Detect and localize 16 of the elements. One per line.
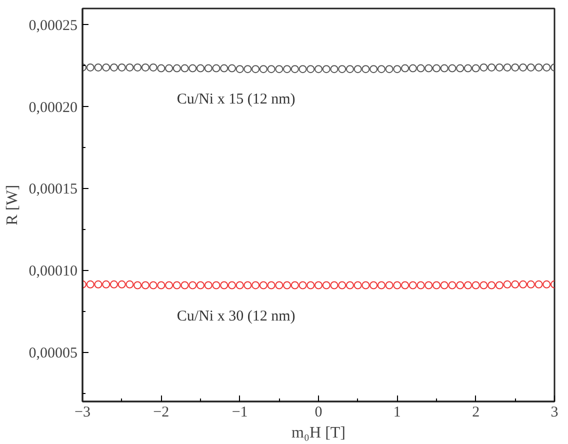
- y-tick-label: 0,00015: [28, 182, 78, 198]
- x-tick-label: −1: [232, 404, 248, 420]
- y-axis-title: R [W]: [4, 184, 21, 226]
- x-tick-label: 2: [472, 404, 480, 420]
- y-tick-label: 0,00020: [28, 100, 78, 116]
- y-tick-label: 0,00005: [28, 345, 78, 362]
- x-tick-label: 0: [314, 404, 322, 420]
- series-label: Cu/Ni x 30 (12 nm): [176, 308, 296, 324]
- x-tick-label: 1: [393, 404, 401, 420]
- x-axis-title: m₀H [T]: [291, 424, 346, 442]
- x-tick-label: −3: [74, 404, 90, 420]
- y-tick-label: 0,00025: [28, 18, 78, 34]
- x-tick-label: 3: [550, 404, 558, 420]
- y-tick-label: 0,00010: [28, 264, 78, 280]
- series-label: Cu/Ni x 15 (12 nm): [176, 92, 296, 108]
- x-tick-label: −2: [153, 404, 170, 420]
